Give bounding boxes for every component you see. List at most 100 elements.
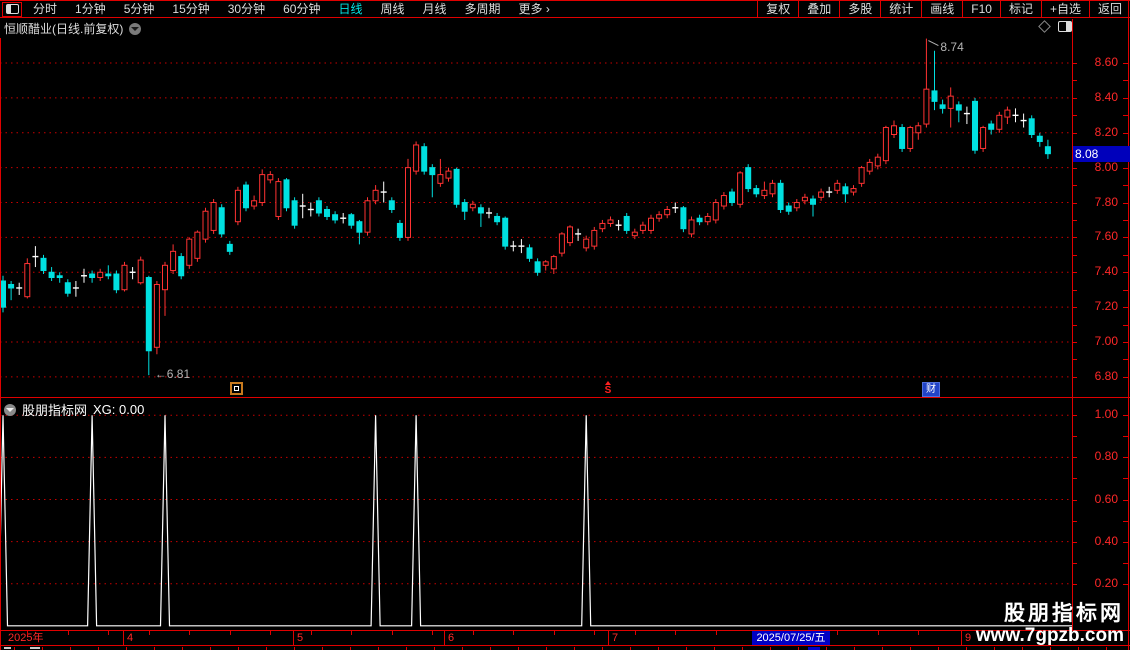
price-minor-tick (1073, 342, 1077, 344)
price-minor-tick (1073, 219, 1077, 221)
symbol-title[interactable]: 恒顺醋业(日线.前复权) (4, 22, 124, 36)
bottom-strip-tick (1078, 647, 1079, 650)
week-tick (675, 631, 676, 635)
axis-border (1072, 19, 1073, 630)
bottom-strip-tick (854, 647, 855, 650)
tools-menu-item-2[interactable]: 多股 (839, 1, 880, 17)
week-tick (716, 631, 717, 635)
indicator-minor-tick (1123, 457, 1128, 459)
period-menu-item-7[interactable]: 周线 (380, 2, 405, 16)
tools-menu-item-1[interactable]: 叠加 (798, 1, 839, 17)
bottom-strip-tick (238, 647, 239, 650)
price-axis-label: 8.20 (1094, 124, 1118, 139)
price-axis-label: 8.60 (1094, 55, 1118, 69)
week-tick (68, 631, 69, 635)
low-price-label: ←6.81 (154, 367, 191, 382)
high-price-label: 8.74 (940, 39, 964, 54)
bottom-strip-tick (966, 647, 967, 650)
indicator-minor-tick (1073, 541, 1077, 543)
finance-report-icon[interactable]: 财 (922, 382, 940, 397)
indicator-name[interactable]: 股朋指标网 (22, 403, 88, 418)
tools-menu-item-3[interactable]: 统计 (880, 1, 921, 17)
price-minor-tick (1123, 80, 1128, 82)
week-tick (473, 631, 474, 635)
right-edge-border (1128, 0, 1129, 650)
indicator-axis-label: 0.60 (1094, 491, 1118, 506)
price-minor-tick (1073, 115, 1077, 117)
announcement-icon[interactable] (230, 382, 243, 395)
bottom-strip-fragment (808, 647, 820, 650)
price-minor-tick (1123, 342, 1128, 344)
bottom-strip-tick (70, 647, 71, 650)
bottom-strip-tick (350, 647, 351, 650)
bottom-strip-tick (182, 647, 183, 650)
tools-menu-item-6[interactable]: 标记 (999, 1, 1041, 17)
period-menu-item-1[interactable]: 1分钟 (75, 2, 106, 16)
indicator-minor-tick (1123, 436, 1128, 438)
price-minor-tick (1123, 97, 1128, 99)
price-minor-tick (1123, 254, 1128, 256)
price-minor-tick (1123, 63, 1128, 64)
period-menu-item-3[interactable]: 15分钟 (172, 2, 210, 16)
bottom-strip-tick (994, 647, 995, 650)
indicator-minor-tick (1123, 478, 1128, 480)
week-tick (311, 631, 312, 635)
period-menu-item-6[interactable]: 日线 (338, 2, 363, 16)
period-menu-item-0[interactable]: 分时 (33, 2, 58, 16)
bottom-strip-tick (826, 647, 827, 650)
tools-menu: 复权 叠加 多股 统计 画线 F10 标记 +自选 返回 (757, 1, 1130, 17)
watermark-line2: www.7gpzb.com (975, 625, 1124, 646)
layout-icon[interactable] (2, 1, 22, 17)
period-menu-item-8[interactable]: 月线 (422, 2, 447, 16)
price-minor-tick (1073, 80, 1077, 82)
price-axis-label: 8.00 (1094, 159, 1118, 174)
price-minor-tick (1123, 359, 1128, 361)
date-axis-bottom-line (0, 645, 1130, 646)
tools-menu-item-7[interactable]: +自选 (1040, 1, 1089, 17)
price-minor-tick (1123, 167, 1128, 169)
indicator-minor-tick (1123, 415, 1128, 417)
bottom-strip-tick (126, 647, 127, 650)
price-minor-tick (1073, 254, 1077, 256)
price-minor-tick (1123, 202, 1128, 204)
week-tick (392, 631, 393, 635)
tools-menu-item-8[interactable]: 返回 (1088, 1, 1130, 17)
bottom-strip-tick (42, 647, 43, 650)
bottom-strip-text-fragment (4, 647, 11, 649)
price-minor-tick (1123, 289, 1128, 291)
tools-menu-item-5[interactable]: F10 (962, 1, 1000, 17)
price-axis-label: 7.40 (1094, 264, 1118, 279)
candlestick-chart[interactable] (0, 38, 1072, 398)
tools-menu-item-4[interactable]: 画线 (921, 1, 962, 17)
chevron-down-icon[interactable] (129, 22, 142, 35)
dividend-s-icon[interactable]: S (601, 381, 615, 396)
period-menu-item-2[interactable]: 5分钟 (123, 2, 155, 16)
diamond-icon[interactable] (1038, 20, 1051, 33)
price-axis-label: 7.20 (1094, 299, 1118, 314)
xg-indicator-chart[interactable] (0, 398, 1072, 630)
week-tick (351, 631, 352, 635)
week-tick (918, 631, 919, 635)
indicator-axis-label: 0.40 (1094, 533, 1118, 548)
price-minor-tick (1073, 237, 1077, 239)
price-minor-tick (1123, 219, 1128, 221)
price-axis-label: 7.00 (1094, 334, 1118, 349)
period-menu-item-5[interactable]: 60分钟 (283, 2, 321, 16)
price-minor-tick (1123, 272, 1128, 274)
period-menu-item-10[interactable]: 更多 › (518, 2, 550, 16)
week-tick (432, 631, 433, 635)
bottom-strip-tick (14, 647, 15, 650)
indicator-minor-tick (1073, 415, 1077, 417)
tools-menu-item-0[interactable]: 复权 (757, 1, 798, 17)
week-tick (837, 631, 838, 635)
period-menu-item-4[interactable]: 30分钟 (227, 2, 266, 16)
price-axis-label: 7.60 (1094, 229, 1118, 244)
indicator-chevron-icon[interactable] (4, 403, 16, 416)
split-panel-icon[interactable] (1058, 21, 1072, 32)
price-minor-tick (1073, 63, 1077, 64)
period-menu-item-9[interactable]: 多周期 (464, 2, 501, 16)
date-label: 2025年 (8, 632, 44, 644)
price-minor-tick (1123, 307, 1128, 309)
bottom-strip-tick (1022, 647, 1023, 650)
week-tick (635, 631, 636, 635)
